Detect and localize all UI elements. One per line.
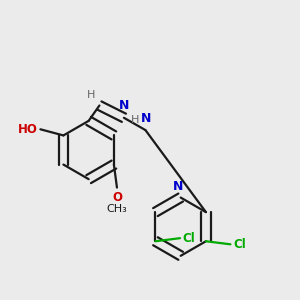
Text: CH₃: CH₃ [106, 204, 127, 214]
Text: N: N [173, 180, 183, 193]
Text: HO: HO [18, 123, 38, 136]
Text: H: H [87, 90, 95, 100]
Text: O: O [112, 191, 122, 204]
Text: Cl: Cl [233, 238, 246, 251]
Text: N: N [141, 112, 152, 124]
Text: N: N [119, 99, 130, 112]
Text: Cl: Cl [182, 232, 195, 245]
Text: H: H [130, 115, 139, 124]
